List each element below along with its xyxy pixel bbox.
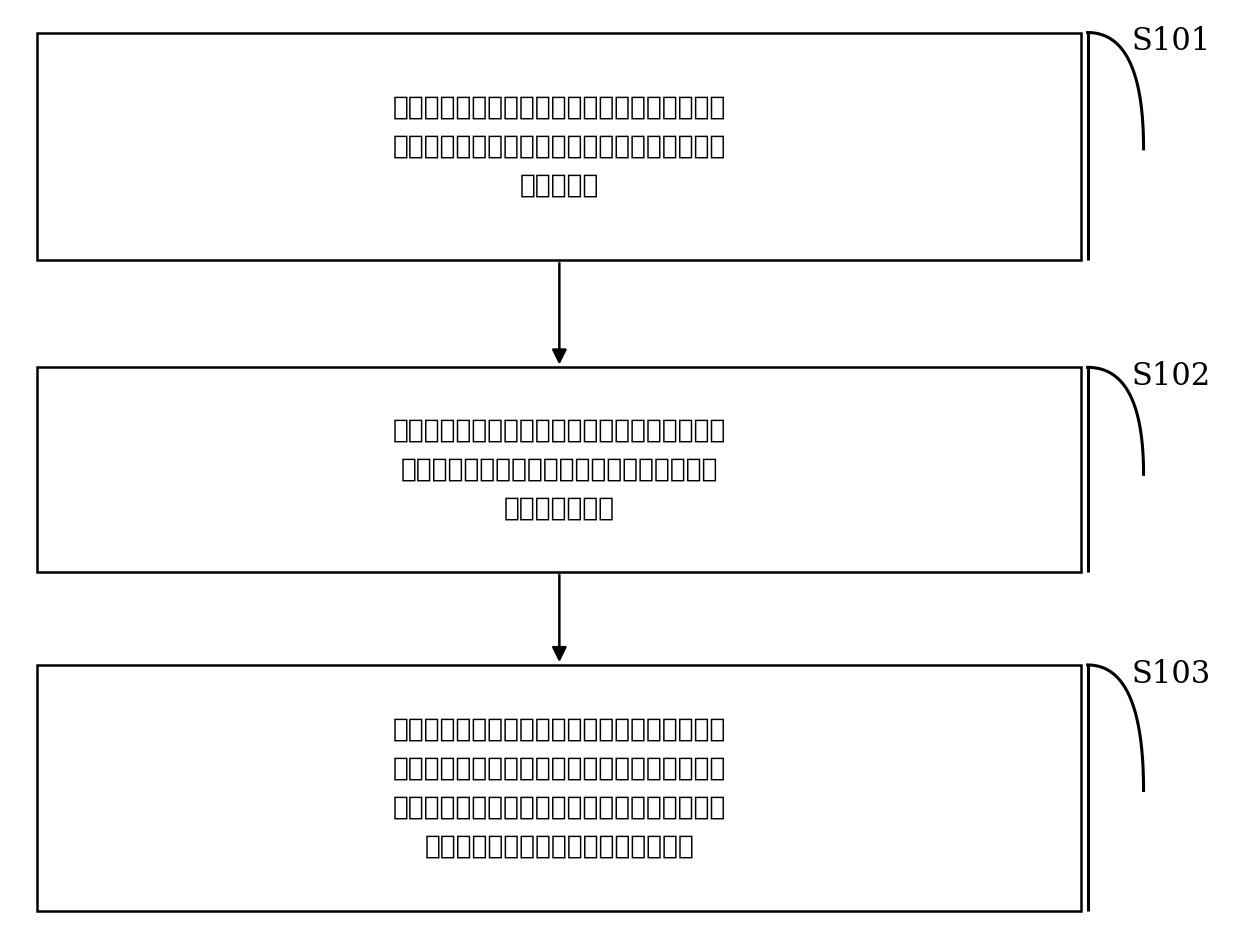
- Text: 接收管理系统下发的第一配置信息，第一配置信
息中包括光纤配线设备上应连接的至少一对端口
的端口标识: 接收管理系统下发的第一配置信息，第一配置信 息中包括光纤配线设备上应连接的至少一…: [393, 95, 726, 198]
- Text: 对第一配置信息所指示的应连接的端口与第二配
置信息所指示的已连接的端口进行匹配，得到匹
配结果，匹配结果中包括与应连接的端口不匹配
的已连接端口和未连接端口的端: 对第一配置信息所指示的应连接的端口与第二配 置信息所指示的已连接的端口进行匹配，…: [393, 717, 726, 859]
- Text: S101: S101: [1131, 26, 1211, 58]
- Bar: [37, 367, 1081, 572]
- Text: 接收光纤配线设备上报的第二配置信息，第二配
置信息包括光纤配线设备上已连接的至少一对
端口的端口标识: 接收光纤配线设备上报的第二配置信息，第二配 置信息包括光纤配线设备上已连接的至少…: [393, 418, 726, 522]
- Text: S102: S102: [1131, 361, 1211, 392]
- Bar: [37, 665, 1081, 911]
- Text: S103: S103: [1131, 658, 1211, 690]
- Bar: [37, 33, 1081, 260]
